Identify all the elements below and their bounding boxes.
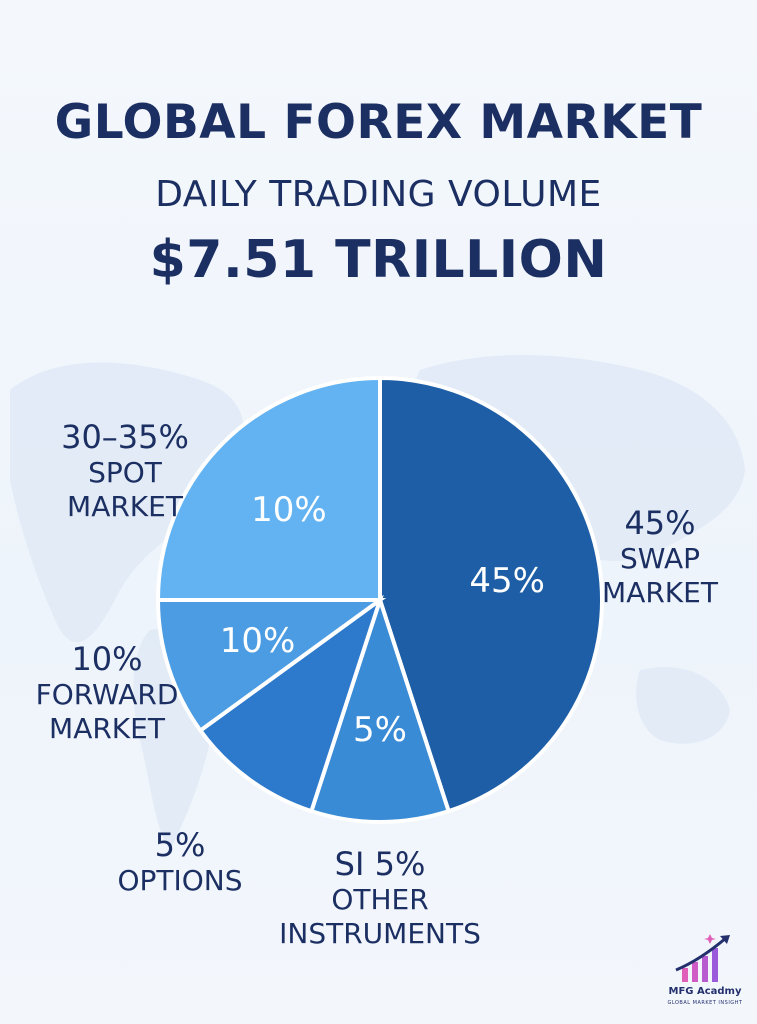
pie-slice-other-instruments [308, 593, 452, 824]
label-spot-line1: SPOT [88, 456, 162, 490]
label-swap-line2: MARKET [602, 575, 718, 609]
slice-value-label: 5% [353, 710, 407, 750]
label-options-pct: 5% [154, 826, 206, 864]
label-other-instruments: SI 5% OTHER INSTRUMENTS [265, 845, 495, 951]
growth-chart-icon [675, 934, 730, 982]
label-forward-pct: 10% [71, 640, 143, 678]
label-spot-pct: 30–35% [61, 418, 189, 456]
slice-value-label: 45% [469, 561, 545, 601]
label-spot-line2: MARKET [67, 489, 183, 523]
label-other-line1: OTHER [331, 883, 429, 917]
label-forward-market: 10% FORWARD MARKET [22, 640, 192, 746]
pie-slice-options [197, 594, 384, 814]
label-forward-line2: MARKET [49, 711, 165, 745]
label-other-line2: INSTRUMENTS [279, 916, 481, 950]
pie-slice-labels: 45% 5% 10% 10% [220, 490, 545, 750]
label-swap-market: 45% SWAP MARKET [590, 504, 730, 610]
page-subtitle: DAILY TRADING VOLUME [155, 174, 602, 215]
label-other-pct: SI 5% [334, 845, 426, 883]
logo-name: MFG Acadmy [668, 986, 742, 997]
pie-slices [155, 375, 604, 824]
label-options: 5% OPTIONS [100, 826, 260, 898]
label-options-line1: OPTIONS [117, 864, 243, 898]
label-forward-line1: FORWARD [35, 678, 179, 712]
pie-slice-forward-market [155, 598, 387, 734]
page-title: GLOBAL FOREX MARKET [54, 95, 703, 150]
logo-tagline: GLOBAL MARKET INSIGHT [667, 1000, 743, 1006]
pie-slice-swap-market [378, 375, 604, 814]
label-swap-pct: 45% [624, 504, 696, 542]
slice-value-label: 10% [251, 490, 327, 530]
brand-logo: MFG Acadmy GLOBAL MARKET INSIGHT [660, 930, 750, 1010]
slice-value-label: 10% [220, 621, 296, 661]
label-swap-line1: SWAP [620, 542, 700, 576]
pie-slice-spot-market [155, 375, 382, 602]
total-volume: $7.51 TRILLION [149, 230, 608, 290]
label-spot-market: 30–35% SPOT MARKET [40, 418, 210, 524]
